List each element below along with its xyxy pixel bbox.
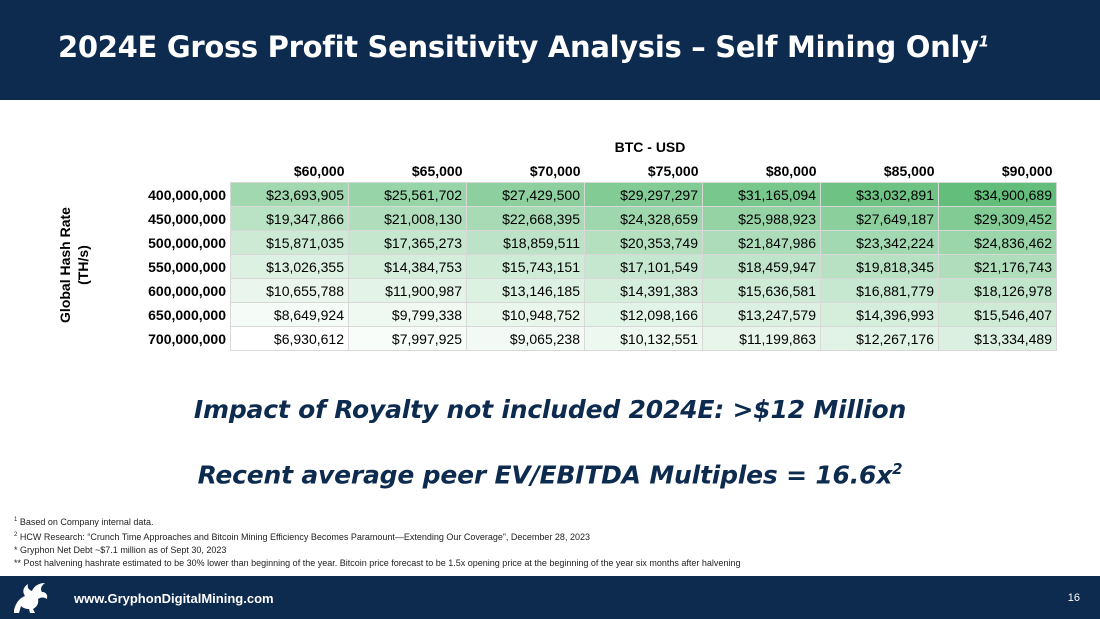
gryphon-logo-icon (14, 583, 48, 613)
table-cell: $8,649,924 (230, 302, 349, 327)
multiples-callout: Recent average peer EV/EBITDA Multiples … (197, 460, 903, 490)
page-number: 16 (1067, 592, 1080, 604)
table-cell: $18,459,947 (702, 254, 821, 279)
row-header: 500,000,000 (148, 234, 226, 251)
table-cell: $21,008,130 (348, 206, 467, 231)
table-cell: $25,988,923 (702, 206, 821, 231)
table-cell: $19,818,345 (820, 254, 939, 279)
royalty-callout: Impact of Royalty not included 2024E: >$… (193, 395, 907, 424)
table-cell: $27,429,500 (466, 182, 585, 207)
table-cell: $34,900,689 (938, 182, 1057, 207)
table-cell: $21,847,986 (702, 230, 821, 255)
column-header: $65,000 (411, 162, 463, 179)
table-row: 400,000,000 $23,693,905 $25,561,702 $27,429… (128, 182, 1057, 207)
column-group-label: BTC - USD (614, 139, 686, 155)
multiples-footnote-mark: 2 (892, 460, 903, 478)
table-cell: $18,126,978 (938, 278, 1057, 303)
table-cell: $9,065,238 (466, 326, 585, 351)
row-header: 400,000,000 (148, 186, 226, 203)
table-cell: $10,655,788 (230, 278, 349, 303)
page-title: 2024E Gross Profit Sensitivity Analysis … (58, 30, 989, 64)
footnote: * Gryphon Net Debt ~$7.1 million as of S… (14, 545, 227, 555)
table-cell: $27,649,187 (820, 206, 939, 231)
table-cell: $17,365,273 (348, 230, 467, 255)
table-cell: $15,743,151 (466, 254, 585, 279)
table-row: 450,000,000 $19,347,866 $21,008,130 $22,668… (128, 206, 1057, 231)
table-cell: $12,267,176 (820, 326, 939, 351)
column-header: $85,000 (883, 162, 935, 179)
table-cell: $7,997,925 (348, 326, 467, 351)
table-cell: $33,032,891 (820, 182, 939, 207)
row-axis-label-line2: (TH/s) (75, 245, 92, 285)
table-cell: $21,176,743 (938, 254, 1057, 279)
table-corner (128, 159, 231, 183)
table-row: 550,000,000 $13,026,355 $14,384,753 $15,743… (128, 254, 1057, 279)
table-cell: $31,165,094 (702, 182, 821, 207)
table-row: 650,000,000 $8,649,924 $9,799,338 $10,948,7… (128, 302, 1057, 327)
table-cell: $15,871,035 (230, 230, 349, 255)
table-cell: $18,859,511 (466, 230, 585, 255)
table-header-row: $60,000 $65,000 $70,000 $75,000 $80,000 … (128, 159, 1057, 183)
row-header: 550,000,000 (148, 258, 226, 275)
table-cell: $15,636,581 (702, 278, 821, 303)
row-header: 700,000,000 (148, 330, 226, 347)
footer-bar: www.GryphonDigitalMining.com 16 (0, 576, 1100, 619)
row-header: 600,000,000 (148, 282, 226, 299)
table-cell: $10,948,752 (466, 302, 585, 327)
footnotes: 1 Based on Company internal data. 2 HCW … (14, 514, 740, 570)
column-header: $70,000 (529, 162, 581, 179)
column-header: $80,000 (765, 162, 817, 179)
table-cell: $9,799,338 (348, 302, 467, 327)
table-cell: $19,347,866 (230, 206, 349, 231)
row-axis-label-line1: Global Hash Rate (57, 207, 74, 323)
table-cell: $16,881,779 (820, 278, 939, 303)
table-cell: $13,334,489 (938, 326, 1057, 351)
footnote: ** Post halvening hashrate estimated to … (14, 558, 741, 568)
table-cell: $14,391,383 (584, 278, 703, 303)
table-cell: $10,132,551 (584, 326, 703, 351)
column-header: $90,000 (1001, 162, 1053, 179)
table-cell: $29,309,452 (938, 206, 1057, 231)
table-cell: $6,930,612 (230, 326, 349, 351)
row-header: 450,000,000 (148, 210, 226, 227)
table-cell: $13,247,579 (702, 302, 821, 327)
table-cell: $13,146,185 (466, 278, 585, 303)
table-cell: $13,026,355 (230, 254, 349, 279)
table-cell: $14,396,993 (820, 302, 939, 327)
table-row: 700,000,000 $6,930,612 $7,997,925 $9,065,23… (128, 326, 1057, 351)
footnote: 1 Based on Company internal data. (14, 517, 154, 527)
table-cell: $22,668,395 (466, 206, 585, 231)
column-header: $75,000 (647, 162, 699, 179)
header-bar: 2024E Gross Profit Sensitivity Analysis … (0, 0, 1100, 100)
table-cell: $24,836,462 (938, 230, 1057, 255)
table-cell: $24,328,659 (584, 206, 703, 231)
table-row: 500,000,000 $15,871,035 $17,365,273 $18,859… (128, 230, 1057, 255)
table-cell: $14,384,753 (348, 254, 467, 279)
table-cell: $23,693,905 (230, 182, 349, 207)
table-cell: $20,353,749 (584, 230, 703, 255)
website-link[interactable]: www.GryphonDigitalMining.com (74, 591, 274, 606)
table-cell: $11,199,863 (702, 326, 821, 351)
title-footnote-mark: 1 (978, 32, 989, 51)
sensitivity-table: $60,000 $65,000 $70,000 $75,000 $80,000 … (128, 159, 1057, 351)
row-header: 650,000,000 (148, 306, 226, 323)
table-cell: $15,546,407 (938, 302, 1057, 327)
table-cell: $11,900,987 (348, 278, 467, 303)
column-header: $60,000 (293, 162, 345, 179)
table-cell: $23,342,224 (820, 230, 939, 255)
table-cell: $12,098,166 (584, 302, 703, 327)
table-cell: $25,561,702 (348, 182, 467, 207)
footnote: 2 HCW Research: “Crunch Time Approaches … (14, 532, 590, 542)
table-row: 600,000,000 $10,655,788 $11,900,987 $13,146… (128, 278, 1057, 303)
table-cell: $29,297,297 (584, 182, 703, 207)
row-axis-label: Global Hash Rate (TH/s) (28, 200, 120, 330)
table-cell: $17,101,549 (584, 254, 703, 279)
